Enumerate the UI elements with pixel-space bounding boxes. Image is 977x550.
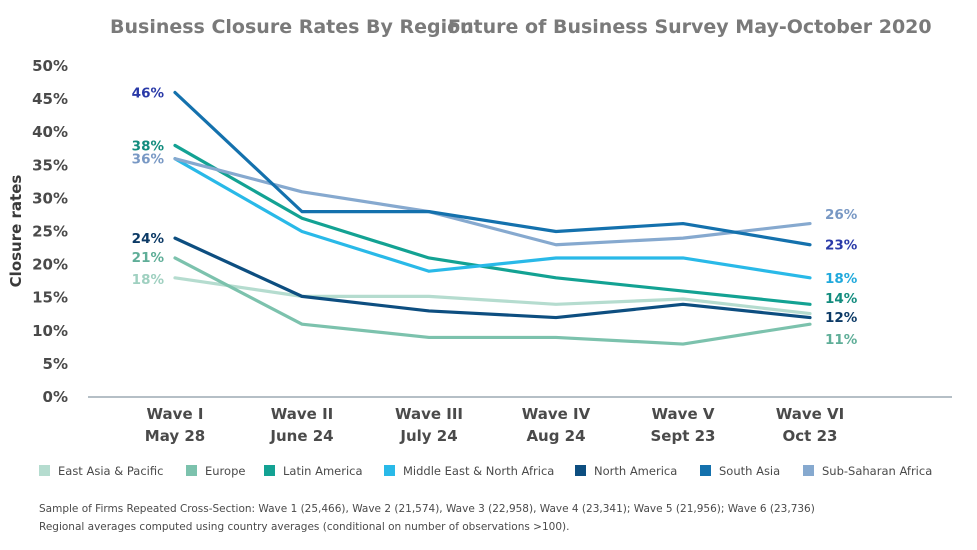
series-line-middle-east-north-africa bbox=[173, 157, 812, 280]
legend-label: Sub-Saharan Africa bbox=[822, 464, 932, 478]
data-label-start: 24% bbox=[132, 231, 165, 247]
x-tick-sublabel: Aug 24 bbox=[526, 427, 585, 445]
series-line-sub-saharan-africa bbox=[173, 157, 812, 247]
data-label-start: 38% bbox=[132, 138, 165, 154]
data-labels: 18% 21% 11% 38% 14% 18% 24% 12% 46% 23% 36% 26% bbox=[132, 85, 858, 348]
data-label-end: 12% bbox=[825, 310, 858, 326]
y-axis-label: Closure rates bbox=[7, 175, 25, 288]
legend-swatch bbox=[575, 465, 586, 476]
x-tick-label: Wave I bbox=[147, 405, 204, 423]
legend-swatch bbox=[700, 465, 711, 476]
x-tick-label: Wave V bbox=[652, 405, 715, 423]
data-label-start: 46% bbox=[132, 85, 165, 101]
y-tick-label: 35% bbox=[32, 156, 68, 174]
x-tick-sublabel: June 24 bbox=[269, 427, 333, 445]
data-label-end: 26% bbox=[825, 207, 858, 223]
legend-swatch bbox=[264, 465, 275, 476]
legend: East Asia & Pacific Europe Latin America Mi… bbox=[39, 464, 932, 478]
y-tick-label: 50% bbox=[32, 57, 68, 75]
y-tick-label: 45% bbox=[32, 90, 68, 108]
data-label-start: 36% bbox=[132, 152, 165, 168]
legend-swatch bbox=[186, 465, 197, 476]
legend-label: Middle East & North Africa bbox=[403, 464, 554, 478]
data-label-end: 14% bbox=[825, 291, 858, 307]
x-tick-sublabel: Sept 23 bbox=[651, 427, 716, 445]
data-label-end: 23% bbox=[825, 238, 858, 254]
y-tick-label: 10% bbox=[32, 322, 68, 340]
footnote-method: Regional averages computed using country… bbox=[39, 521, 570, 533]
data-label-end: 18% bbox=[825, 271, 858, 287]
series-line-latin-america bbox=[173, 143, 812, 306]
series-line-europe bbox=[173, 256, 812, 346]
x-tick-label: Wave IV bbox=[522, 405, 591, 423]
y-tick-label: 40% bbox=[32, 123, 68, 141]
x-tick-label: Wave III bbox=[395, 405, 463, 423]
legend-swatch bbox=[39, 465, 50, 476]
series-lines bbox=[173, 90, 812, 346]
series-line-east-asia-pacific bbox=[173, 276, 812, 316]
legend-swatch bbox=[803, 465, 814, 476]
chart-title: Business Closure Rates By Region bbox=[110, 16, 474, 38]
x-tick-label: Wave VI bbox=[776, 405, 845, 423]
y-tick-label: 30% bbox=[32, 189, 68, 207]
legend-label: East Asia & Pacific bbox=[58, 464, 163, 478]
legend-label: South Asia bbox=[719, 464, 780, 478]
series-line-north-america bbox=[173, 236, 812, 320]
y-tick-label: 25% bbox=[32, 223, 68, 241]
data-label-end: 11% bbox=[825, 332, 858, 348]
legend-swatch bbox=[384, 465, 395, 476]
y-tick-label: 0% bbox=[43, 388, 68, 406]
chart-subtitle: Future of Business Survey May-October 20… bbox=[448, 16, 932, 38]
x-tick-sublabel: July 24 bbox=[399, 427, 457, 445]
y-tick-label: 15% bbox=[32, 289, 68, 307]
x-tick-sublabel: Oct 23 bbox=[783, 427, 838, 445]
legend-label: Europe bbox=[205, 464, 245, 478]
x-axis-ticks: Wave I May 28 Wave II June 24 Wave III July 2… bbox=[145, 405, 844, 445]
footnote-sample: Sample of Firms Repeated Cross-Section: … bbox=[39, 503, 815, 515]
series-line-south-asia bbox=[173, 90, 812, 247]
y-tick-label: 5% bbox=[43, 355, 68, 373]
x-tick-sublabel: May 28 bbox=[145, 427, 205, 445]
y-tick-label: 20% bbox=[32, 256, 68, 274]
x-tick-label: Wave II bbox=[271, 405, 333, 423]
y-axis-ticks: 0% 5% 10% 15% 20% 25% 30% 35% 40% 45% 50% bbox=[32, 57, 68, 406]
legend-label: Latin America bbox=[283, 464, 363, 478]
data-label-start: 18% bbox=[132, 272, 165, 288]
legend-label: North America bbox=[594, 464, 677, 478]
data-label-start: 21% bbox=[132, 250, 165, 266]
